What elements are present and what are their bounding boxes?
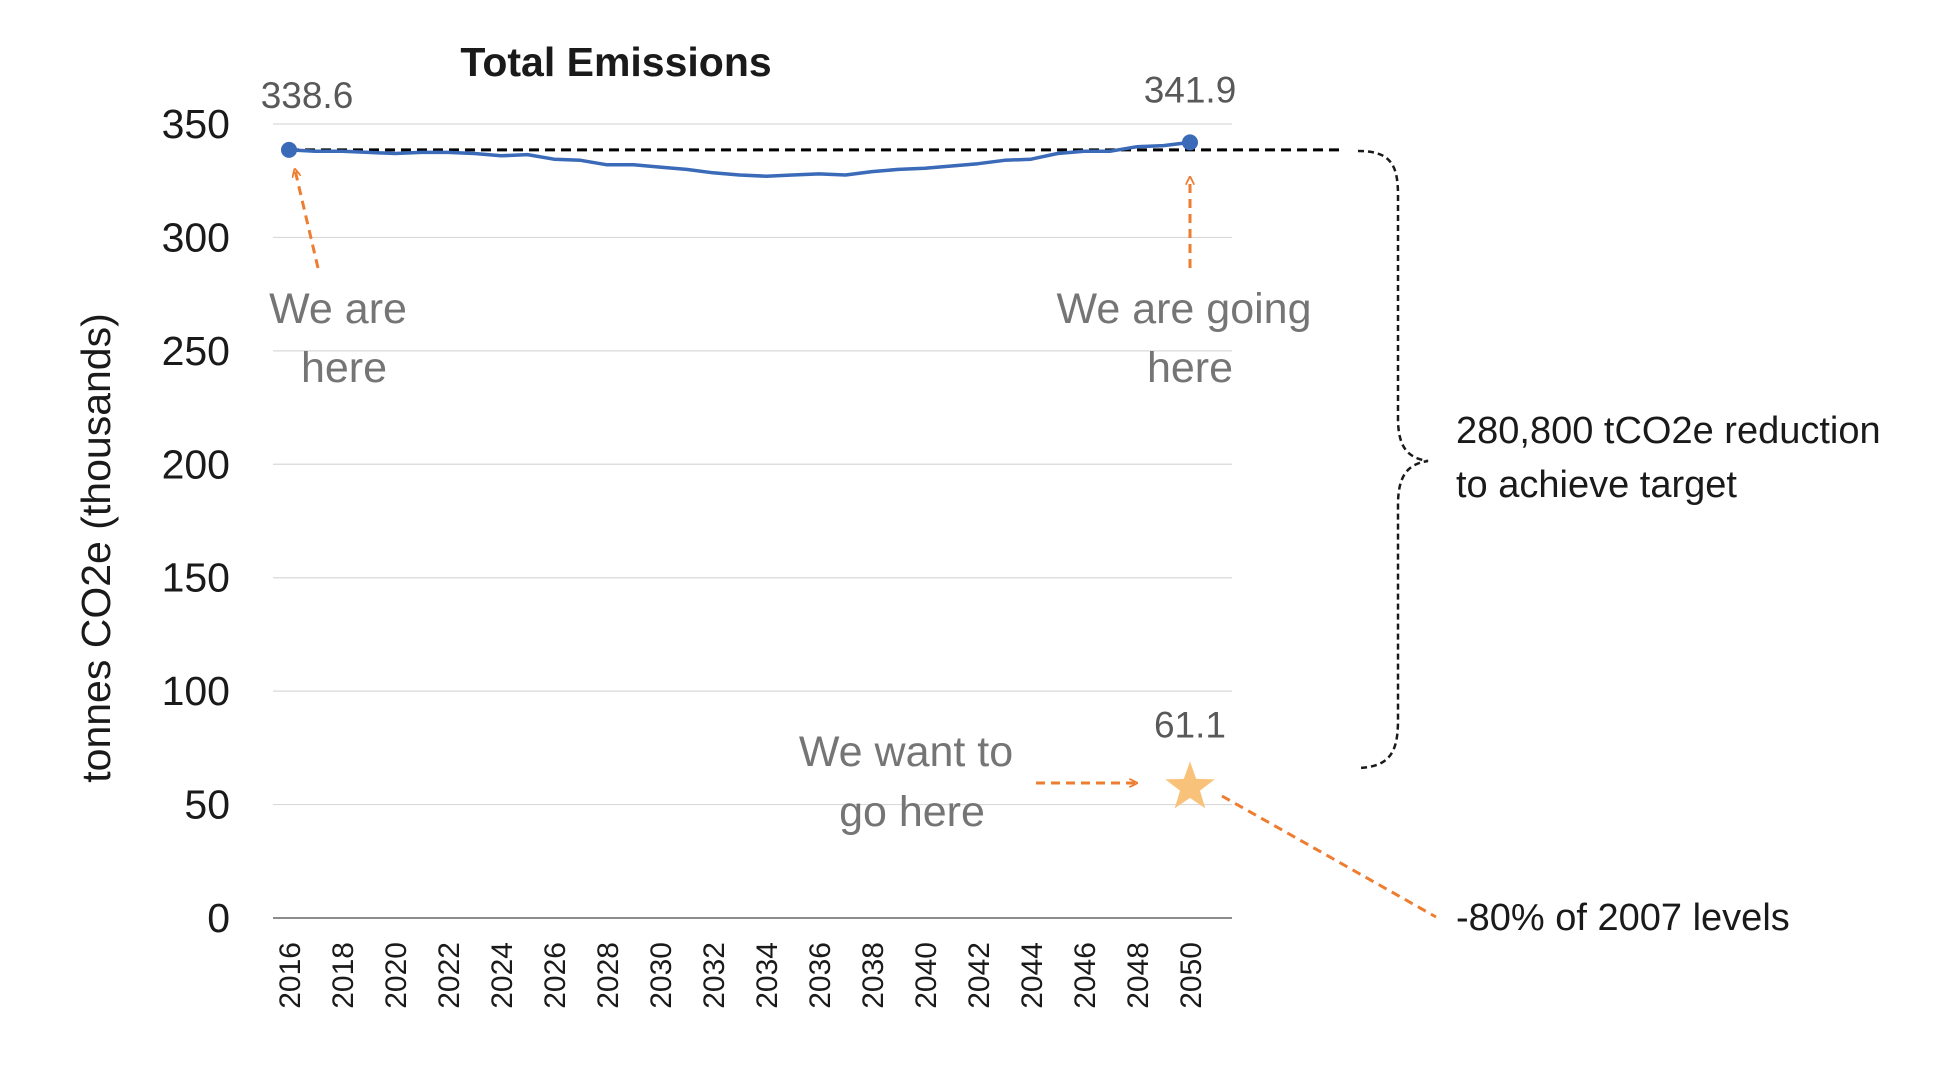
x-tick-label: 2026 [539,942,572,1009]
y-tick-label: 200 [162,441,230,487]
we-want-to-go-here-label: We want to go here [799,728,1025,836]
y-axis-ticks: 0 50 100 150 200 250 300 350 [162,101,230,941]
y-tick-label: 300 [162,214,230,260]
target-note: -80% of 2007 levels [1456,897,1790,939]
y-tick-label: 250 [162,328,230,374]
x-tick-label: 2050 [1175,942,1208,1009]
x-tick-label: 2016 [274,942,307,1009]
start-point-marker [281,141,297,158]
series-group [281,134,1215,809]
series-line [288,140,1191,178]
x-tick-label: 2042 [963,942,996,1009]
target-note-connector [1221,794,1437,919]
arrow-we-are-here [295,170,320,269]
x-tick-label: 2044 [1016,942,1049,1009]
x-tick-label: 2020 [380,942,413,1009]
data-label: 61.1 [1154,704,1226,745]
x-tick-label: 2036 [804,942,837,1009]
annotation-arrows [295,170,1437,919]
y-axis-label: tonnes CO2e (thousands) [73,313,119,783]
chart-title: Total Emissions [460,39,771,85]
x-tick-label: 2048 [1122,942,1155,1009]
target-star-icon [1165,761,1215,809]
data-labels: 338.6 341.9 61.1 [261,69,1237,745]
y-tick-label: 50 [184,782,230,828]
data-label: 341.9 [1144,69,1237,110]
x-tick-label: 2046 [1069,942,1102,1009]
we-are-here-label: We are here [269,285,419,392]
reduction-brace [1357,149,1429,770]
end-point-marker [1182,134,1198,151]
we-are-going-here-label: We are going here [1057,285,1324,392]
x-tick-label: 2034 [751,942,784,1009]
x-axis-ticks: 2016 2018 2020 2022 2024 2026 2028 2030 2032 2034… [274,942,1208,1009]
gridlines [273,123,1232,806]
x-tick-label: 2024 [486,942,519,1009]
x-tick-label: 2028 [592,942,625,1009]
x-tick-label: 2032 [698,942,731,1009]
y-tick-label: 150 [162,555,230,601]
x-tick-label: 2018 [327,942,360,1009]
x-tick-label: 2030 [645,942,678,1009]
y-tick-label: 0 [207,895,230,941]
x-tick-label: 2022 [433,942,466,1009]
x-tick-label: 2038 [857,942,890,1009]
y-tick-label: 350 [162,101,230,147]
data-label: 338.6 [261,75,354,116]
y-tick-label: 100 [162,668,230,714]
x-tick-label: 2040 [910,942,943,1009]
reduction-note: 280,800 tCO2e reduction to achieve targe… [1456,410,1891,506]
